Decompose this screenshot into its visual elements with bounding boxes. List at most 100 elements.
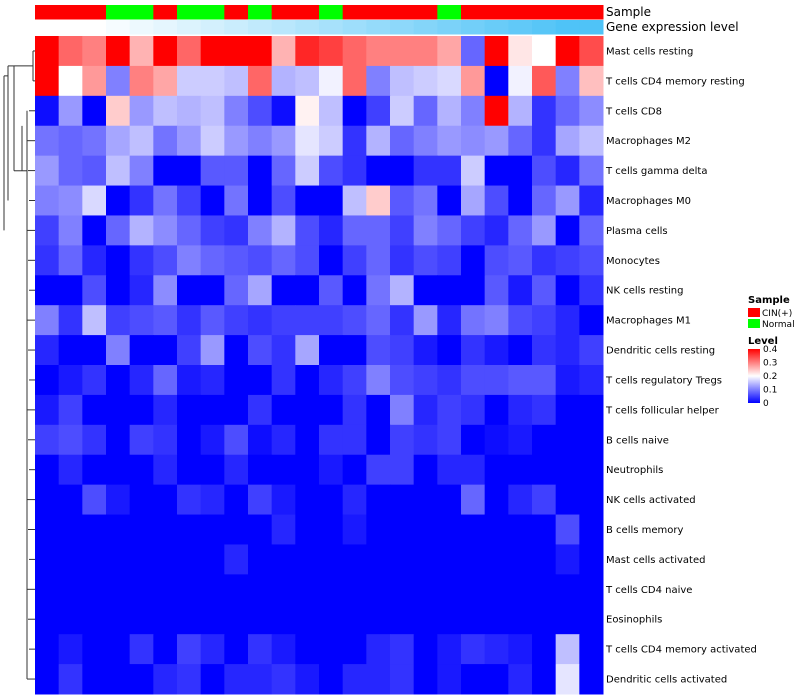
heatmap-cell xyxy=(437,36,462,67)
heatmap-cell xyxy=(82,514,107,545)
heatmap-cell xyxy=(579,365,604,396)
heatmap-cell xyxy=(224,394,249,426)
sample-annotation-cell xyxy=(342,5,367,20)
heatmap-cell xyxy=(106,664,131,695)
heatmap-cell xyxy=(106,335,131,366)
heatmap-cell xyxy=(295,394,320,426)
heatmap-cell xyxy=(555,634,580,665)
heatmap-cell xyxy=(271,36,296,67)
row-label: Neutrophils xyxy=(606,465,663,476)
heatmap-cell xyxy=(579,634,604,665)
heatmap-cell xyxy=(508,65,533,97)
heatmap-cell xyxy=(129,185,154,216)
heatmap-cell xyxy=(129,125,154,157)
heatmap-cell xyxy=(177,514,202,545)
heatmap-cell xyxy=(248,604,273,635)
heatmap-cell xyxy=(129,574,154,605)
heatmap-cell xyxy=(532,365,557,396)
heatmap-cell xyxy=(177,454,202,486)
heatmap-cell xyxy=(413,514,438,545)
heatmap-cell xyxy=(82,95,107,127)
heatmap-cell xyxy=(129,604,154,635)
heatmap-cell xyxy=(342,305,367,336)
heatmap-cell xyxy=(555,125,580,157)
heatmap-cell xyxy=(532,215,557,246)
heatmap-cell xyxy=(437,95,462,127)
heatmap-cell xyxy=(271,544,296,575)
heatmap-cell xyxy=(366,394,391,426)
heatmap-cell xyxy=(82,394,107,426)
heatmap-cell xyxy=(106,604,131,635)
heatmap-cell xyxy=(106,95,131,127)
heatmap-cell xyxy=(248,305,273,336)
sample-annotation-cell xyxy=(484,5,509,20)
heatmap-cell xyxy=(555,305,580,336)
gene-expression-cell xyxy=(129,20,154,35)
heatmap-cell xyxy=(461,125,486,157)
heatmap-cell xyxy=(153,245,178,276)
heatmap-cell xyxy=(82,245,107,276)
legend-level-tick: 0.2 xyxy=(763,372,777,382)
heatmap-cell xyxy=(508,424,533,456)
heatmap-cell xyxy=(82,365,107,396)
heatmap-cell xyxy=(342,664,367,695)
heatmap-cell xyxy=(484,604,509,635)
heatmap-cell xyxy=(461,394,486,426)
heatmap-cell xyxy=(413,245,438,276)
heatmap-cell xyxy=(555,484,580,516)
heatmap-cell xyxy=(484,125,509,157)
heatmap-cell xyxy=(271,394,296,426)
heatmap-cell xyxy=(58,365,83,396)
heatmap-cell xyxy=(177,305,202,336)
heatmap-cell xyxy=(82,484,107,516)
heatmap-cell xyxy=(342,424,367,456)
gene-expression-cell xyxy=(342,20,367,35)
heatmap-cell xyxy=(532,394,557,426)
heatmap-cell xyxy=(579,185,604,216)
heatmap-cell xyxy=(366,484,391,516)
heatmap-cell xyxy=(248,95,273,127)
heatmap-cell xyxy=(153,305,178,336)
gene-expression-cell xyxy=(224,20,249,35)
heatmap-cell xyxy=(35,394,60,426)
heatmap-cell xyxy=(153,365,178,396)
heatmap-cell xyxy=(342,155,367,187)
heatmap-cell xyxy=(106,484,131,516)
heatmap-cell xyxy=(295,155,320,187)
heatmap-cell xyxy=(579,36,604,67)
heatmap-cell xyxy=(319,275,344,306)
heatmap-cell xyxy=(200,544,225,575)
heatmap-cell xyxy=(484,36,509,67)
heatmap-cell xyxy=(35,634,60,665)
heatmap-cell xyxy=(555,544,580,575)
heatmap-cell xyxy=(390,335,415,366)
gene-expression-cell xyxy=(390,20,415,35)
heatmap-cell xyxy=(295,514,320,545)
heatmap-cell xyxy=(295,125,320,157)
heatmap-cell xyxy=(319,664,344,695)
heatmap-cell xyxy=(200,335,225,366)
heatmap-cell xyxy=(532,514,557,545)
heatmap-cell xyxy=(200,125,225,157)
row-label: Macrophages M1 xyxy=(606,316,691,327)
heatmap-cell xyxy=(200,514,225,545)
row-label: Dendritic cells activated xyxy=(606,675,727,686)
heatmap-cell xyxy=(82,604,107,635)
heatmap-cell xyxy=(390,215,415,246)
heatmap-cell xyxy=(366,95,391,127)
heatmap-cell xyxy=(579,245,604,276)
heatmap-cell xyxy=(224,454,249,486)
heatmap-cell xyxy=(555,335,580,366)
heatmap-cell xyxy=(413,125,438,157)
heatmap-cell xyxy=(248,185,273,216)
sample-annotation-cell xyxy=(106,5,131,20)
heatmap-cell xyxy=(508,245,533,276)
heatmap-cell xyxy=(58,185,83,216)
heatmap-cell xyxy=(177,664,202,695)
sample-annotation-cell xyxy=(461,5,486,20)
heatmap-cell xyxy=(248,664,273,695)
heatmap-cell xyxy=(532,36,557,67)
heatmap-cell xyxy=(437,394,462,426)
heatmap-cell xyxy=(413,544,438,575)
